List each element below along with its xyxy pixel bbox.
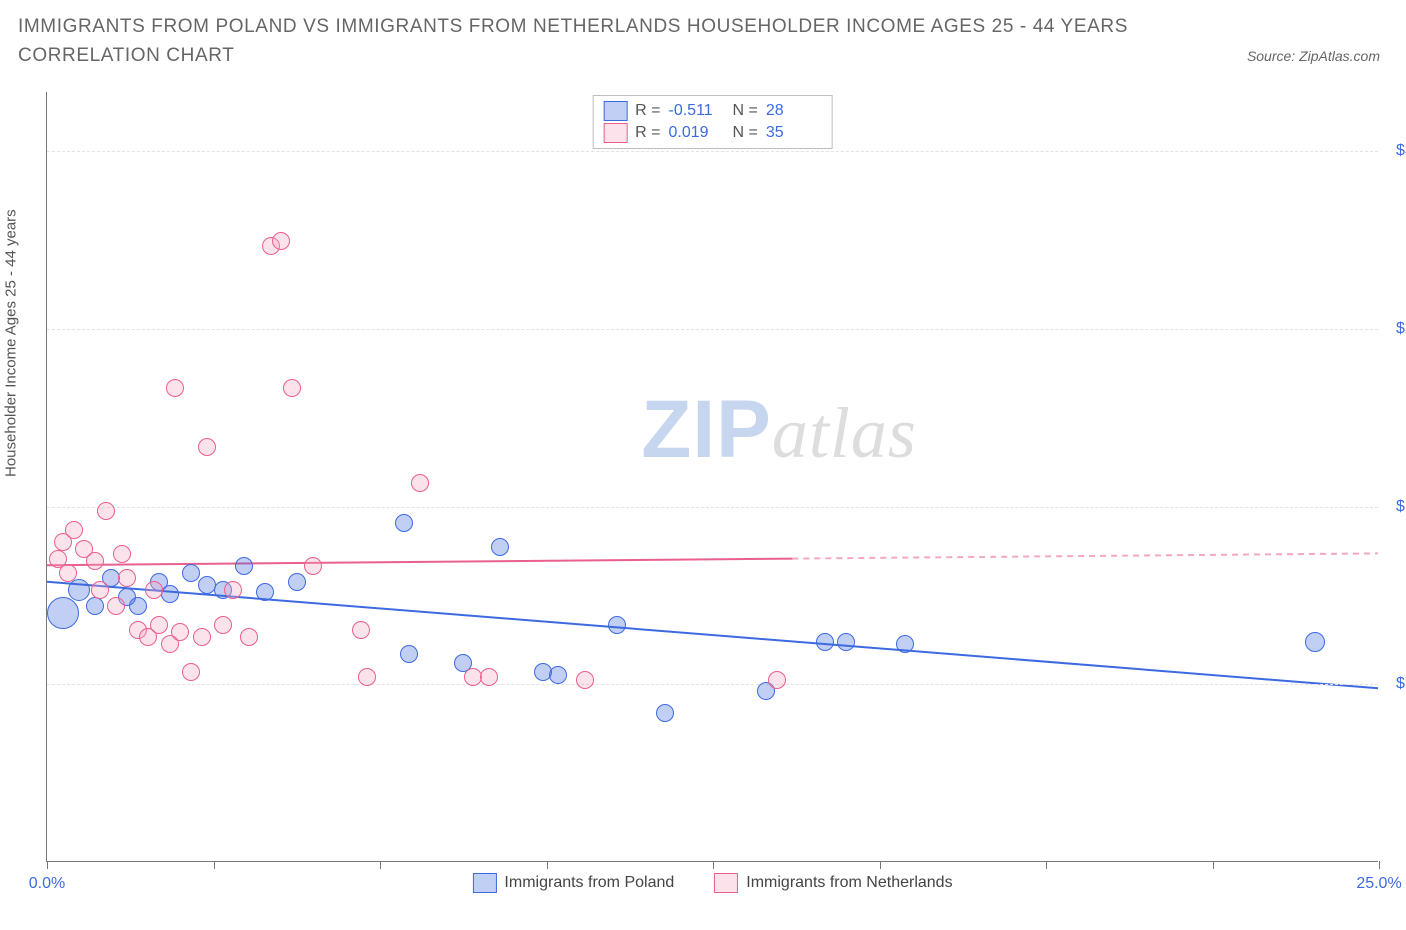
swatch-netherlands xyxy=(603,123,627,143)
data-point-netherlands xyxy=(171,623,189,641)
data-point-netherlands xyxy=(97,502,115,520)
trendline-dashed-netherlands xyxy=(792,553,1378,558)
data-point-netherlands xyxy=(166,379,184,397)
x-tick-label: 0.0% xyxy=(29,875,65,893)
scatter-plot: ZIPatlas Householder Income Ages 25 - 44… xyxy=(46,92,1378,862)
data-point-netherlands xyxy=(118,569,136,587)
data-point-netherlands xyxy=(358,668,376,686)
data-point-netherlands xyxy=(352,621,370,639)
y-tick-label: $300,000 xyxy=(1384,142,1406,160)
value-R-netherlands: 0.019 xyxy=(669,124,725,142)
x-tick xyxy=(880,861,881,869)
swatch-poland xyxy=(472,873,496,893)
stats-row-poland: R = -0.511 N = 28 xyxy=(601,100,824,122)
swatch-poland xyxy=(603,101,627,121)
x-tick xyxy=(1213,861,1214,869)
data-point-netherlands xyxy=(214,616,232,634)
data-point-netherlands xyxy=(65,521,83,539)
data-point-poland xyxy=(896,635,914,653)
legend-label-netherlands: Immigrants from Netherlands xyxy=(746,874,952,892)
stats-legend: R = -0.511 N = 28 R = 0.019 N = 35 xyxy=(592,95,833,149)
data-point-poland xyxy=(256,583,274,601)
trendline-netherlands xyxy=(47,559,792,566)
x-tick xyxy=(380,861,381,869)
data-point-netherlands xyxy=(768,671,786,689)
series-legend: Immigrants from Poland Immigrants from N… xyxy=(472,873,952,893)
data-point-poland xyxy=(608,616,626,634)
data-point-netherlands xyxy=(240,628,258,646)
data-point-netherlands xyxy=(480,668,498,686)
data-point-poland xyxy=(288,573,306,591)
data-point-poland xyxy=(549,666,567,684)
data-point-netherlands xyxy=(224,581,242,599)
source-label: Source: ZipAtlas.com xyxy=(1247,48,1380,64)
data-point-poland xyxy=(129,597,147,615)
label-N: N = xyxy=(733,124,758,142)
data-point-poland xyxy=(837,633,855,651)
data-point-netherlands xyxy=(576,671,594,689)
label-N: N = xyxy=(733,102,758,120)
data-point-netherlands xyxy=(145,581,163,599)
data-point-netherlands xyxy=(91,581,109,599)
label-R: R = xyxy=(635,102,660,120)
data-point-netherlands xyxy=(411,474,429,492)
y-axis-title: Householder Income Ages 25 - 44 years xyxy=(3,209,20,477)
x-tick-label: 25.0% xyxy=(1356,875,1401,893)
data-point-netherlands xyxy=(198,438,216,456)
data-point-poland xyxy=(656,704,674,722)
data-point-netherlands xyxy=(86,552,104,570)
data-point-poland xyxy=(182,564,200,582)
gridline xyxy=(47,684,1378,685)
data-point-poland xyxy=(68,579,90,601)
legend-label-poland: Immigrants from Poland xyxy=(504,874,674,892)
legend-item-poland: Immigrants from Poland xyxy=(472,873,674,893)
data-point-poland xyxy=(47,597,79,629)
gridline xyxy=(47,329,1378,330)
data-point-netherlands xyxy=(193,628,211,646)
trend-lines xyxy=(47,92,1378,861)
gridline xyxy=(47,151,1378,152)
x-tick xyxy=(547,861,548,869)
data-point-netherlands xyxy=(150,616,168,634)
data-point-poland xyxy=(491,538,509,556)
data-point-poland xyxy=(86,597,104,615)
data-point-poland xyxy=(1305,632,1325,652)
stats-row-netherlands: R = 0.019 N = 35 xyxy=(601,122,824,144)
gridline xyxy=(47,507,1378,508)
data-point-netherlands xyxy=(304,557,322,575)
data-point-netherlands xyxy=(182,663,200,681)
chart-title: IMMIGRANTS FROM POLAND VS IMMIGRANTS FRO… xyxy=(18,12,1186,71)
data-point-netherlands xyxy=(107,597,125,615)
value-N-poland: 28 xyxy=(766,102,822,120)
y-tick-label: $75,000 xyxy=(1384,675,1406,693)
data-point-netherlands xyxy=(272,232,290,250)
data-point-poland xyxy=(235,557,253,575)
x-tick xyxy=(1379,861,1380,869)
label-R: R = xyxy=(635,124,660,142)
value-N-netherlands: 35 xyxy=(766,124,822,142)
data-point-poland xyxy=(395,514,413,532)
swatch-netherlands xyxy=(714,873,738,893)
x-tick xyxy=(214,861,215,869)
data-point-netherlands xyxy=(283,379,301,397)
y-tick-label: $150,000 xyxy=(1384,498,1406,516)
x-tick xyxy=(47,861,48,869)
y-tick-label: $225,000 xyxy=(1384,320,1406,338)
legend-item-netherlands: Immigrants from Netherlands xyxy=(714,873,952,893)
data-point-poland xyxy=(400,645,418,663)
value-R-poland: -0.511 xyxy=(669,102,725,120)
data-point-poland xyxy=(161,585,179,603)
data-point-netherlands xyxy=(113,545,131,563)
data-point-netherlands xyxy=(59,564,77,582)
x-tick xyxy=(1046,861,1047,869)
x-tick xyxy=(713,861,714,869)
data-point-poland xyxy=(816,633,834,651)
